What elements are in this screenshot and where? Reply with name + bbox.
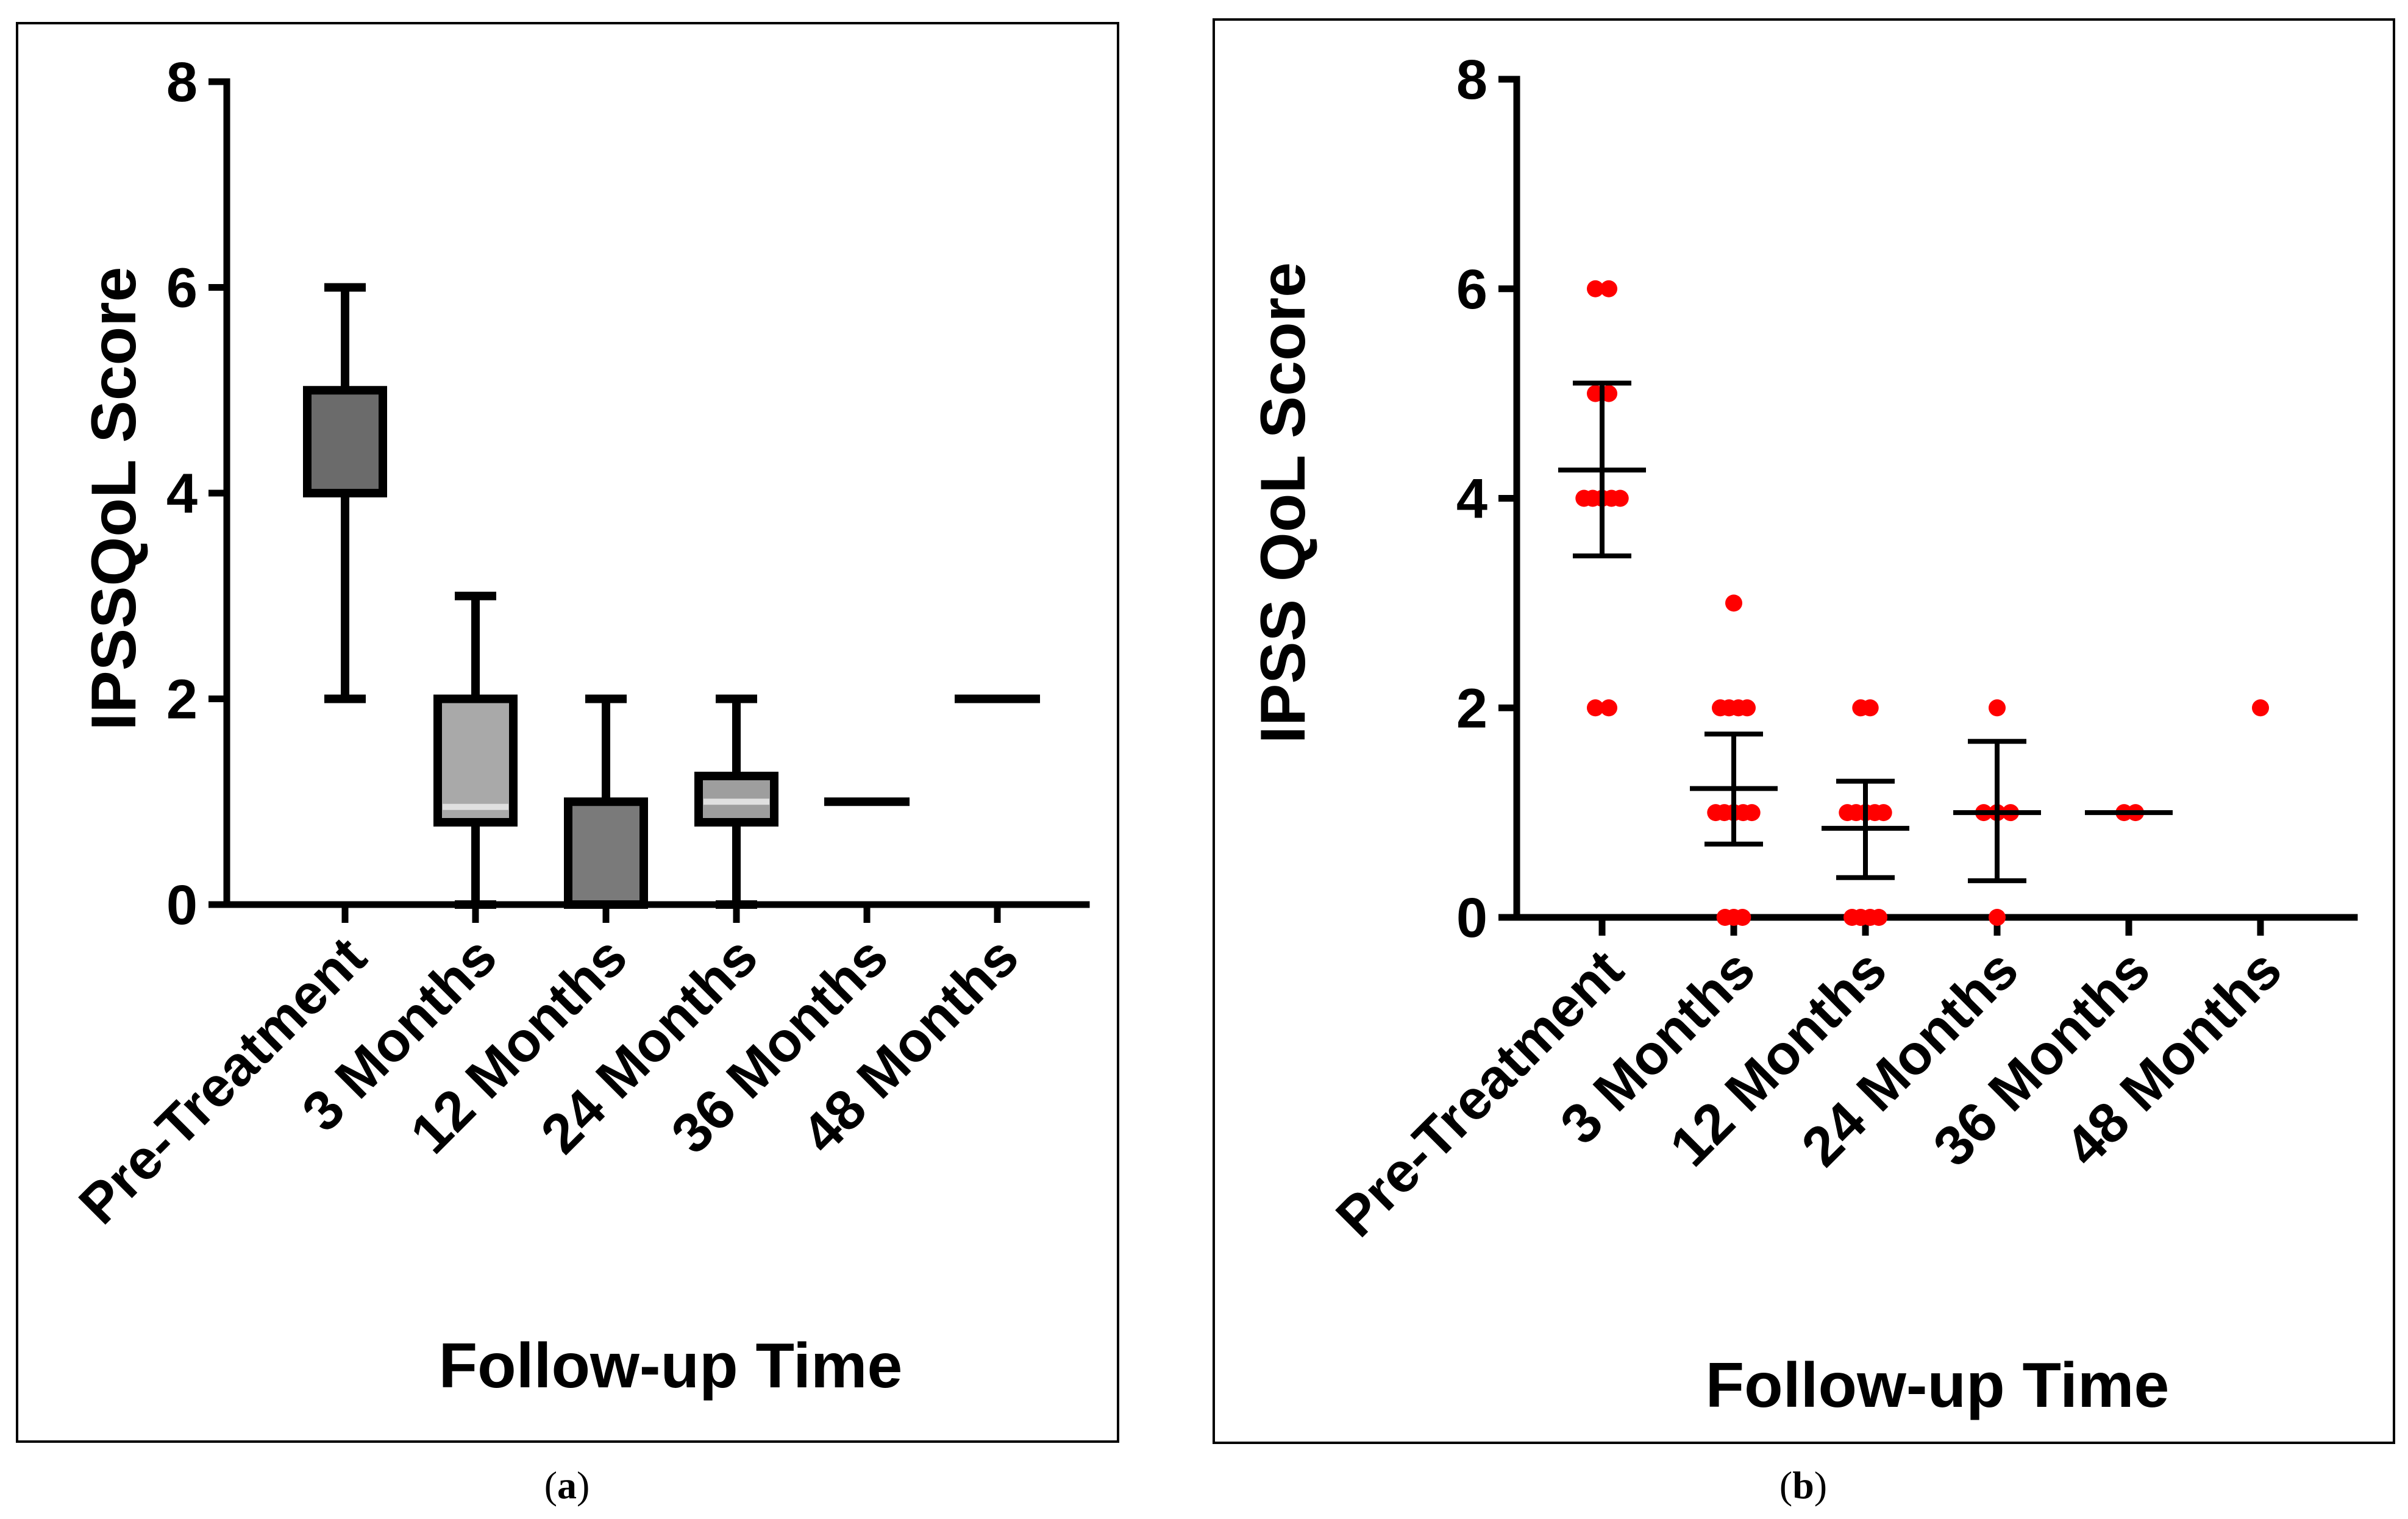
data-point [1989,699,2006,717]
panel-a-y-tick-label: 2 [166,669,198,731]
data-point [1600,280,1617,297]
data-point [1875,804,1892,822]
panel-a-caption: (a) [544,1464,590,1507]
data-point [1989,909,2006,926]
data-point [1587,699,1604,717]
data-point [1739,699,1756,717]
panel-b-x-axis-title: Follow-up Time [1706,1350,2170,1421]
panel-b-frame [1213,18,2395,1444]
panel-a-y-tick-label: 0 [166,874,198,936]
panel-a-y-tick-label: 4 [166,463,198,525]
panel-a-y-tick-label: 8 [166,51,198,113]
data-point [1861,699,1879,717]
data-point [1611,489,1629,507]
data-point [1734,909,1751,926]
panel-a-x-axis-title: Follow-up Time [439,1331,903,1401]
panel-a-frame [16,22,1119,1443]
data-point [1600,699,1617,717]
panel-b-y-axis-title: IPSS QoL Score [1248,262,1319,744]
box [433,694,518,827]
data-point [2252,699,2269,717]
panel-b-caption: (b) [1779,1464,1827,1507]
data-point [1587,280,1604,297]
data-point [1870,909,1887,926]
panel-b-y-tick-label: 2 [1456,677,1487,739]
panel-a-y-tick-label: 6 [166,257,198,319]
panel-b-y-tick-label: 6 [1456,258,1487,321]
data-point [1725,594,1742,612]
panel-a-y-axis-title: IPSSQoL Score [79,266,149,730]
panel-b-y-tick-label: 8 [1456,49,1487,111]
box [303,386,387,497]
panel-b-y-tick-label: 4 [1456,468,1487,530]
box [564,797,648,909]
panel-b-y-tick-label: 0 [1456,887,1487,949]
data-point [1743,804,1761,822]
